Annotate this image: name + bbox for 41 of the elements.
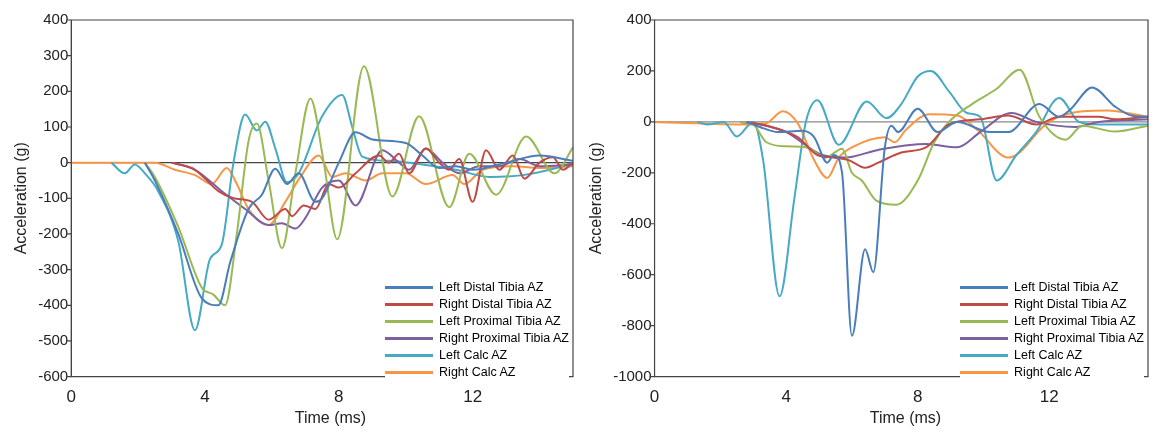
x-tick-label: 8 (334, 387, 344, 407)
x-tick-label: 4 (200, 387, 210, 407)
legend-label: Left Proximal Tibia AZ (439, 313, 561, 330)
legend-label: Right Proximal Tibia AZ (1014, 330, 1144, 347)
y-tick-label: -400 (38, 295, 69, 313)
y-tick-label: 0 (643, 112, 652, 130)
legend-label: Right Proximal Tibia AZ (439, 330, 569, 347)
y-tick-label: -400 (621, 213, 652, 231)
y-tick-label: -300 (38, 259, 69, 277)
y-tick-label: -1000 (613, 366, 652, 384)
x-axis-title: Time (ms) (868, 409, 943, 427)
y-tick-label: -500 (38, 331, 69, 349)
y-tick-label: 300 (43, 45, 69, 63)
y-tick-label: -200 (38, 224, 69, 242)
legend-label: Right Distal Tibia AZ (439, 296, 552, 313)
y-tick-label: 200 (626, 61, 652, 79)
y-axis-title: Acceleration (g) (12, 142, 30, 255)
y-tick-label: -200 (621, 162, 652, 180)
legend-label: Left Distal Tibia AZ (1014, 279, 1119, 296)
legend-label: Right Distal Tibia AZ (1014, 296, 1127, 313)
legend-label: Right Calc AZ (1014, 364, 1091, 381)
y-tick-label: 0 (59, 152, 69, 170)
x-tick-label: 12 (463, 387, 483, 407)
x-tick-label: 8 (913, 387, 923, 407)
legend-label: Left Calc AZ (1014, 347, 1083, 364)
y-tick-label: -600 (38, 366, 69, 384)
y-tick-label: -100 (38, 188, 69, 206)
y-tick-label: 200 (43, 81, 69, 99)
y-tick-label: 100 (43, 117, 69, 135)
y-tick-label: -800 (621, 315, 652, 333)
x-tick-label: 4 (781, 387, 791, 407)
x-axis-title: Time (ms) (293, 409, 368, 427)
legend-label: Right Calc AZ (439, 364, 516, 381)
y-tick-label: 400 (43, 10, 69, 28)
legend-label: Left Proximal Tibia AZ (1014, 313, 1136, 330)
y-tick-label: 400 (626, 10, 652, 28)
x-tick-label: 12 (1039, 387, 1059, 407)
legend-label: Left Distal Tibia AZ (439, 279, 544, 296)
y-tick-label: -600 (621, 264, 652, 282)
y-axis-title: Acceleration (g) (587, 142, 605, 255)
legend-label: Left Calc AZ (439, 347, 508, 364)
